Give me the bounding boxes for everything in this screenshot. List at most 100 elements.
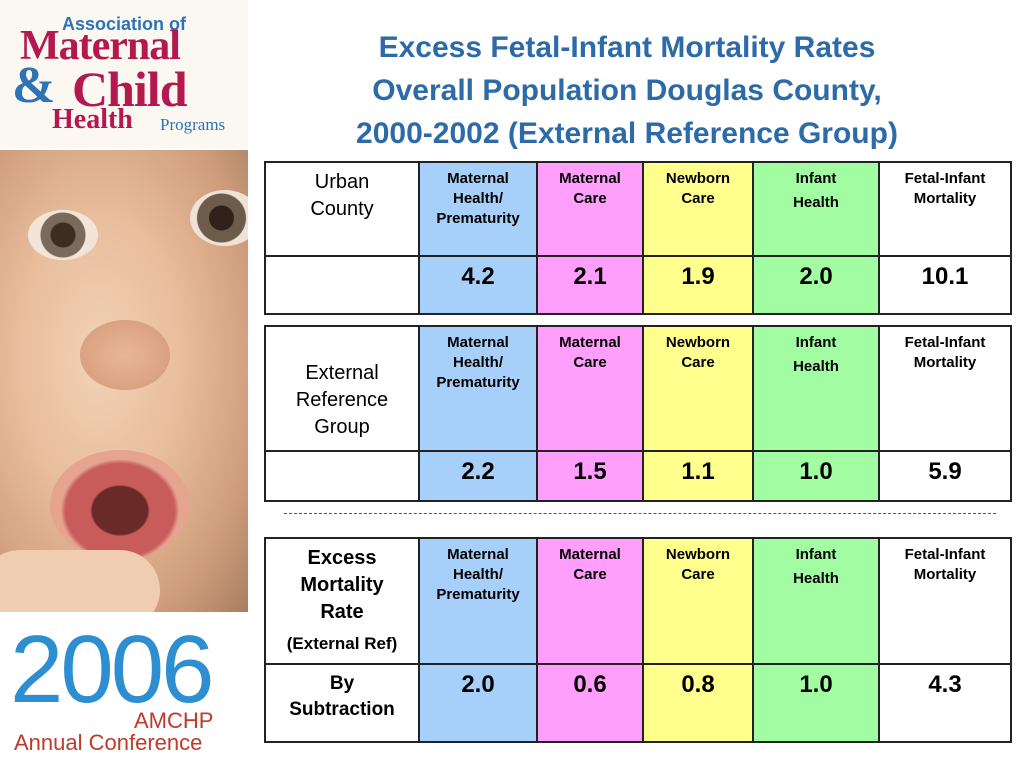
empty-label-cell xyxy=(264,450,420,502)
logo-health-text: Health xyxy=(52,104,133,135)
title-line-2: Overall Population Douglas County, xyxy=(372,74,882,107)
logo-maternal-text: Maternal xyxy=(20,23,181,69)
table-value-row: By Subtraction 2.0 0.6 0.8 1.0 4.3 xyxy=(264,663,1012,743)
value-maternal-health: 2.0 xyxy=(418,663,538,743)
baby-mouth xyxy=(50,450,190,560)
header-text: Newborn xyxy=(665,334,731,351)
value-maternal-care: 2.1 xyxy=(536,255,644,315)
header-fetal-infant-mortality: Fetal-Infant Mortality xyxy=(878,161,1012,257)
row-label-cell: By Subtraction xyxy=(264,663,420,743)
value-infant-health: 1.0 xyxy=(752,663,880,743)
header-text: Health xyxy=(793,570,839,587)
title-line-1: Excess Fetal-Infant Mortality Rates xyxy=(378,31,876,64)
label-line: By xyxy=(329,673,355,694)
baby-finger xyxy=(0,550,160,612)
header-text: Health/ xyxy=(452,190,503,207)
label-line: External xyxy=(305,362,379,384)
header-text: Fetal-Infant xyxy=(904,334,986,351)
header-text: Health/ xyxy=(452,354,503,371)
header-newborn-care: Newborn Care xyxy=(642,161,754,257)
header-infant-health: Infant Health xyxy=(752,537,880,665)
header-infant-health: Infant Health xyxy=(752,325,880,452)
header-text: Care xyxy=(681,354,715,371)
baby-nose xyxy=(80,320,170,390)
header-text: Care xyxy=(573,190,607,207)
conference-org: AMCHP xyxy=(134,708,214,733)
value-infant-health: 1.0 xyxy=(752,450,880,502)
value-fetal-infant-mortality: 4.3 xyxy=(878,663,1012,743)
label-line: Reference xyxy=(295,389,389,411)
header-text: Infant xyxy=(795,334,837,351)
header-text: Fetal-Infant xyxy=(904,170,986,187)
header-infant-health: Infant Health xyxy=(752,161,880,257)
header-text: Maternal xyxy=(559,546,621,563)
header-text: Prematurity xyxy=(436,586,520,603)
value-maternal-health: 2.2 xyxy=(418,450,538,502)
logo-child-text: Child xyxy=(72,61,188,117)
header-maternal-care: Maternal Care xyxy=(536,537,644,665)
header-text: Health xyxy=(793,194,839,211)
title-line-3: 2000-2002 (External Reference Group) xyxy=(356,117,898,150)
header-text: Care xyxy=(681,566,715,583)
conference-year: 2006 xyxy=(10,616,215,723)
header-text: Prematurity xyxy=(436,374,520,391)
header-text: Infant xyxy=(795,546,837,563)
conference-event: Annual Conference xyxy=(14,730,203,755)
baby-eye-left xyxy=(28,210,98,260)
header-text: Newborn xyxy=(665,170,731,187)
label-line: Excess xyxy=(307,547,377,569)
table-value-row: 2.2 1.5 1.1 1.0 5.9 xyxy=(264,450,1012,502)
value-newborn-care: 0.8 xyxy=(642,663,754,743)
header-text: Infant xyxy=(795,170,837,187)
value-newborn-care: 1.9 xyxy=(642,255,754,315)
header-text: Maternal xyxy=(447,170,509,187)
row-label-cell: Urban County xyxy=(264,161,420,257)
header-maternal-health: Maternal Health/ Prematurity xyxy=(418,325,538,452)
table-header-row: Urban County Maternal Health/ Prematurit… xyxy=(264,161,1012,257)
header-newborn-care: Newborn Care xyxy=(642,537,754,665)
header-text: Mortality xyxy=(913,354,977,371)
label-line: Subtraction xyxy=(289,699,395,720)
header-text: Care xyxy=(681,190,715,207)
row-label-cell: External Reference Group xyxy=(264,325,420,452)
header-maternal-care: Maternal Care xyxy=(536,325,644,452)
value-newborn-care: 1.1 xyxy=(642,450,754,502)
header-text: Fetal-Infant xyxy=(904,546,986,563)
label-line: Urban xyxy=(314,171,370,193)
logo-ampersand: & xyxy=(12,57,56,114)
header-maternal-care: Maternal Care xyxy=(536,161,644,257)
header-text: Care xyxy=(573,566,607,583)
row-label-cell: Excess Mortality Rate (External Ref) xyxy=(264,537,420,665)
logo-association-text: Association of xyxy=(62,14,187,34)
header-text: Newborn xyxy=(665,546,731,563)
label-line: Group xyxy=(314,416,370,438)
logo-programs-text: Programs xyxy=(160,115,226,134)
dashed-divider xyxy=(284,513,996,514)
label-line: County xyxy=(310,198,374,220)
header-text: Prematurity xyxy=(436,210,520,227)
conference-logo: 2006 AMCHP Annual Conference xyxy=(0,612,248,768)
header-maternal-health: Maternal Health/ Prematurity xyxy=(418,537,538,665)
value-maternal-care: 0.6 xyxy=(536,663,644,743)
header-text: Care xyxy=(573,354,607,371)
header-text: Maternal xyxy=(447,334,509,351)
table-value-row: 4.2 2.1 1.9 2.0 10.1 xyxy=(264,255,1012,315)
header-maternal-health: Maternal Health/ Prematurity xyxy=(418,161,538,257)
value-maternal-health: 4.2 xyxy=(418,255,538,315)
value-infant-health: 2.0 xyxy=(752,255,880,315)
excess-mortality-table: Excess Mortality Rate (External Ref) Mat… xyxy=(264,537,1012,743)
value-fetal-infant-mortality: 10.1 xyxy=(878,255,1012,315)
header-text: Maternal xyxy=(559,170,621,187)
header-text: Maternal xyxy=(559,334,621,351)
header-newborn-care: Newborn Care xyxy=(642,325,754,452)
amchp-logo: Association of Maternal & Child Health P… xyxy=(0,0,248,148)
empty-label-cell xyxy=(264,255,420,315)
header-text: Health/ xyxy=(452,566,503,583)
left-panel: Association of Maternal & Child Health P… xyxy=(0,0,248,768)
header-fetal-infant-mortality: Fetal-Infant Mortality xyxy=(878,325,1012,452)
label-subtext: (External Ref) xyxy=(286,634,398,653)
value-fetal-infant-mortality: 5.9 xyxy=(878,450,1012,502)
header-fetal-infant-mortality: Fetal-Infant Mortality xyxy=(878,537,1012,665)
label-line: Rate xyxy=(320,601,364,623)
value-maternal-care: 1.5 xyxy=(536,450,644,502)
